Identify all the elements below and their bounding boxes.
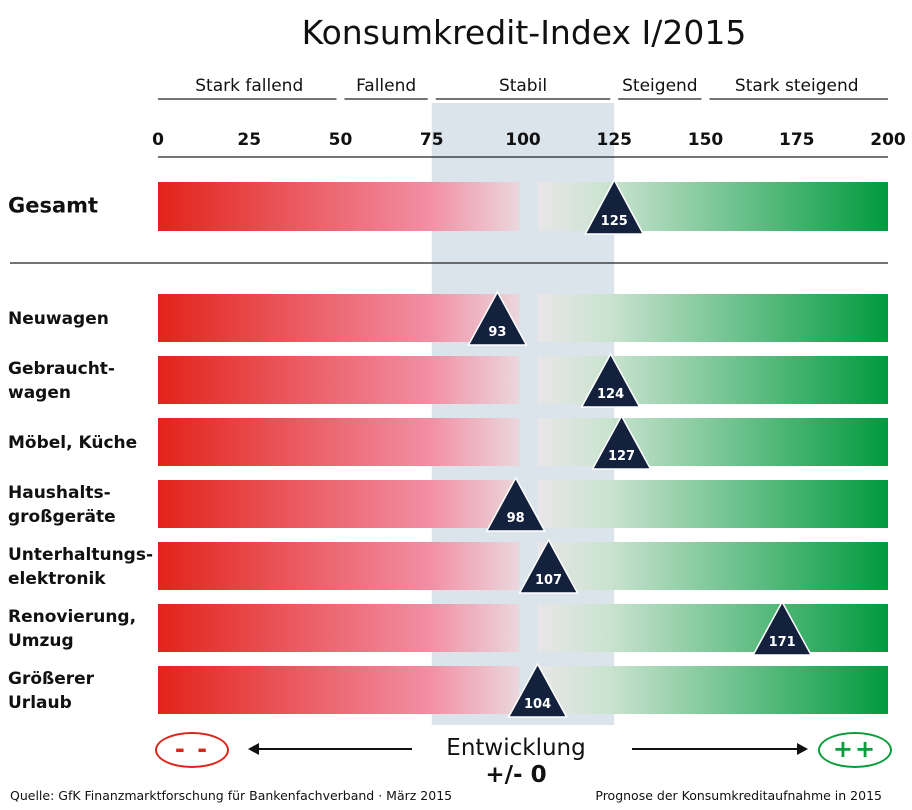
bar-gap — [519, 294, 538, 342]
category-label: elektronik — [8, 569, 106, 589]
value-label: 107 — [535, 573, 562, 588]
bar-gap — [519, 604, 538, 652]
tick-label: 125 — [597, 130, 633, 150]
value-label: 98 — [507, 511, 525, 526]
arrow-right-line — [632, 748, 798, 750]
tick-label: 200 — [870, 130, 906, 150]
value-label: 171 — [769, 635, 796, 650]
value-marker — [518, 538, 579, 594]
category-label: Renovierung, — [8, 607, 136, 627]
value-label: 104 — [524, 697, 551, 712]
category-label: Unterhaltungs- — [8, 545, 153, 565]
category-label: Haushalts- — [8, 483, 111, 503]
zone-label: Stabil — [499, 76, 547, 96]
bar-gap — [519, 418, 538, 466]
total-label: Gesamt — [8, 194, 98, 218]
zone-label: Stark steigend — [735, 76, 859, 96]
value-label: 93 — [488, 325, 506, 340]
category-label: großgeräte — [8, 507, 116, 527]
arrow-right-icon — [797, 743, 808, 755]
category-label: Urlaub — [8, 693, 72, 713]
value-marker — [751, 600, 813, 656]
value-marker — [507, 662, 568, 718]
category-label: wagen — [8, 383, 71, 403]
tick-label: 150 — [688, 130, 724, 150]
bar-gap — [519, 182, 538, 231]
category-label: Umzug — [8, 631, 74, 651]
value-label: 124 — [597, 387, 624, 402]
zone-label: Steigend — [622, 76, 697, 96]
arrow-left-line — [256, 748, 412, 750]
value-marker — [467, 290, 528, 346]
tick-label: 50 — [329, 130, 353, 150]
forecast-note: Prognose der Konsumkreditaufnahme in 201… — [595, 788, 882, 803]
zone-label: Fallend — [356, 76, 416, 96]
development-value: +/- 0 — [485, 762, 547, 788]
category-label: Neuwagen — [8, 309, 109, 329]
zone-label: Stark fallend — [195, 76, 303, 96]
value-marker — [591, 414, 652, 470]
legend-minus-badge: - - — [155, 732, 229, 768]
tick-label: 0 — [152, 130, 164, 150]
value-label: 125 — [601, 214, 628, 229]
value-marker — [580, 352, 641, 408]
source-note: Quelle: GfK Finanzmarktforschung für Ban… — [10, 788, 453, 803]
arrow-left-icon — [248, 743, 259, 755]
tick-label: 175 — [779, 130, 815, 150]
tick-label: 25 — [237, 130, 261, 150]
bar-gap — [519, 356, 538, 404]
legend-plus-badge: ++ — [818, 732, 892, 768]
value-marker — [583, 178, 645, 235]
tick-label: 75 — [420, 130, 444, 150]
category-label: Gebraucht- — [8, 359, 115, 379]
category-label: Möbel, Küche — [8, 433, 137, 453]
category-label: Größerer — [8, 669, 95, 689]
chart-title: Konsumkredit-Index I/2015 — [302, 13, 747, 52]
development-label: Entwicklung — [446, 735, 586, 761]
value-marker — [485, 476, 546, 532]
value-label: 127 — [608, 449, 635, 464]
tick-label: 100 — [505, 130, 541, 150]
